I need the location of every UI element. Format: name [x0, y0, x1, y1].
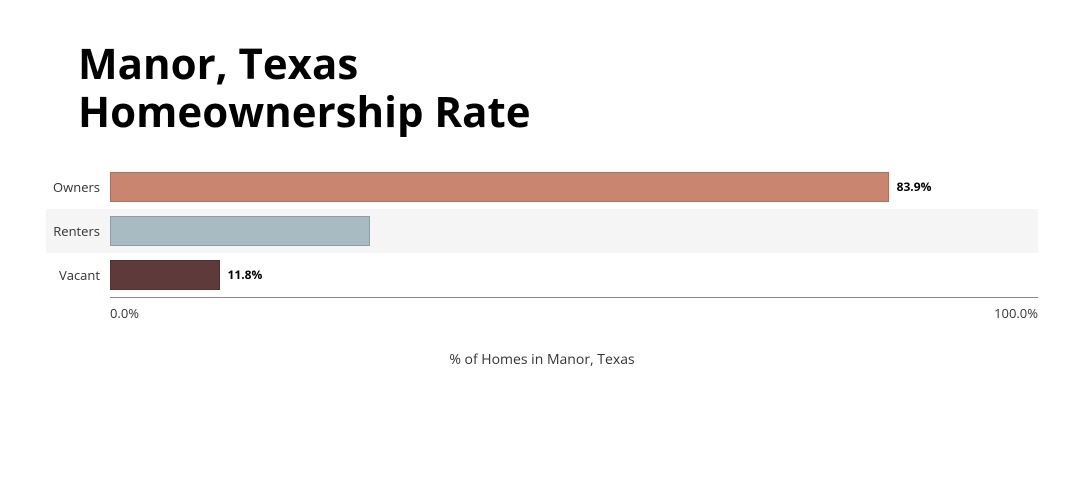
bar-chart: Owners 83.9% Renters Vacant 11.8% 0.0% 1…	[46, 165, 1038, 369]
bar-value-label: 83.9%	[897, 178, 932, 195]
x-tick-min: 0.0%	[110, 304, 139, 322]
x-axis-line	[110, 297, 1038, 298]
bar-renters	[110, 216, 370, 246]
x-axis: 0.0% 100.0%	[110, 304, 1038, 322]
bar-track: 11.8%	[110, 253, 1038, 297]
x-tick-max: 100.0%	[994, 304, 1038, 322]
chart-row-vacant: Vacant 11.8%	[46, 253, 1038, 297]
bar-owners	[110, 172, 889, 202]
bar-vacant	[110, 260, 220, 290]
x-axis-label: % of Homes in Manor, Texas	[46, 350, 1038, 369]
title-line-2: Homeownership Rate	[78, 83, 531, 140]
bar-track	[110, 209, 1038, 253]
category-label: Owners	[46, 178, 110, 196]
chart-row-renters: Renters	[46, 209, 1038, 253]
category-label: Vacant	[46, 266, 110, 284]
bar-value-label: 11.8%	[228, 266, 263, 283]
chart-title: Manor, Texas Homeownership Rate	[78, 40, 1058, 137]
chart-row-owners: Owners 83.9%	[46, 165, 1038, 209]
bar-track: 83.9%	[110, 165, 1038, 209]
category-label: Renters	[46, 222, 110, 240]
